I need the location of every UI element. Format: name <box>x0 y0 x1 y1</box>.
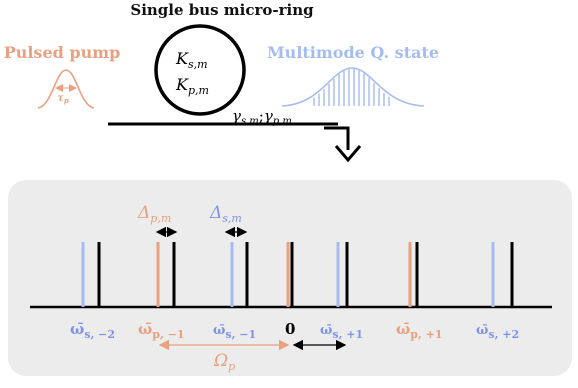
freq-label-p-p1: ω̄p, +1 <box>396 320 443 341</box>
spectrum-panel <box>8 180 572 376</box>
frequency-labels: ω̄s, −2 ω̄p, −1 ω̄s, −1 0 ω̄s, +1 ω̄p, +… <box>70 320 519 341</box>
pump-label: Pulsed pump <box>4 43 121 62</box>
delta-p-label: Δp,m <box>137 203 171 225</box>
diagram-title: Single bus micro-ring <box>130 1 314 19</box>
freq-label-s-p1: ω̄s, +1 <box>320 323 363 341</box>
freq-label-p-m1: ω̄p, −1 <box>138 320 185 341</box>
freq-label-s-m2: ω̄s, −2 <box>70 320 115 341</box>
coupling-label: γs,m;γp,m <box>232 107 292 127</box>
freq-label-s-p2: ω̄s, +2 <box>476 323 519 341</box>
micro-ring <box>154 24 246 116</box>
pump-pulse <box>37 69 95 109</box>
state-label: Multimode Q. state <box>267 43 439 62</box>
ring-k-p: Kp,m <box>175 75 209 97</box>
output-arrow-head <box>334 145 362 163</box>
state-envelope <box>281 67 425 107</box>
ring-k-s: Ks,m <box>175 49 208 71</box>
state-comb <box>313 68 390 106</box>
delta-s-label: Δs,m <box>209 203 242 225</box>
output-arrow <box>324 126 350 150</box>
freq-label-zero: 0 <box>285 320 295 338</box>
tau-label: τp <box>57 93 69 105</box>
omega-p-label: Ωp <box>213 351 235 373</box>
resonance-lines <box>81 242 514 307</box>
freq-label-s-m1: ω̄s, −1 <box>213 323 256 341</box>
